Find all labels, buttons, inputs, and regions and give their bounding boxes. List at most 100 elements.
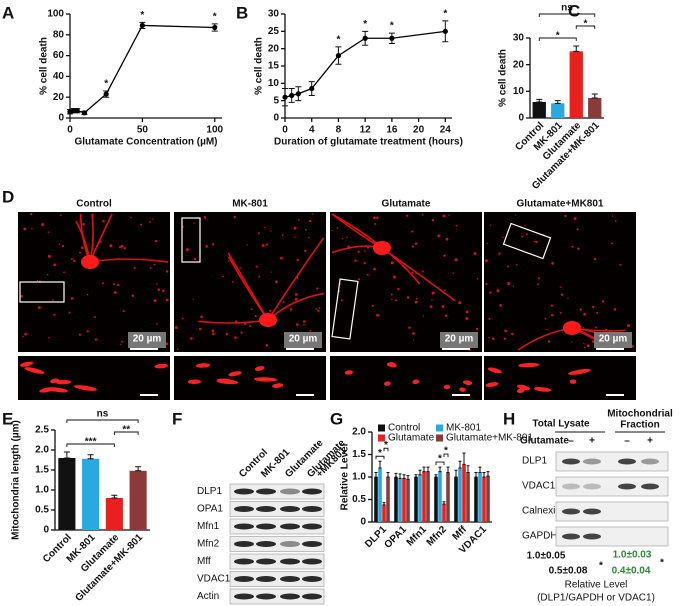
blot-band — [302, 576, 322, 582]
y-tick-label: 1.0 — [35, 485, 49, 496]
bar — [551, 103, 565, 118]
image-title: Glutamate — [382, 199, 431, 210]
bar — [382, 504, 386, 522]
y-axis-label: Relative Level — [340, 443, 351, 510]
mito-dot — [441, 305, 445, 308]
x-tick-label: 8 — [336, 125, 342, 136]
error-bar — [591, 93, 598, 99]
significance: * — [556, 31, 560, 42]
mito-dot — [331, 229, 333, 232]
scale-box — [128, 332, 166, 348]
blot-band — [302, 593, 322, 600]
bar — [438, 471, 442, 522]
image-title: Glutamate+MK801 — [517, 199, 604, 210]
mito-dot — [239, 266, 242, 269]
mito-zoom — [254, 366, 265, 371]
x-tick-label: 50 — [137, 125, 149, 136]
treatment-sign: + — [589, 436, 595, 447]
mito-dot — [619, 263, 622, 266]
mito-dot — [413, 339, 415, 341]
significance-bracket — [383, 447, 389, 452]
y-axis-label: % cell death — [39, 37, 50, 95]
legend-swatch — [378, 424, 385, 432]
mito-dot — [551, 262, 554, 265]
blot-band — [641, 458, 659, 465]
mito-dot — [504, 329, 508, 333]
blot-band — [280, 523, 300, 530]
error-bar — [63, 451, 70, 459]
blot-band — [256, 576, 276, 582]
blot-strip — [229, 588, 325, 605]
mito-dot — [411, 245, 414, 248]
mito-dot — [51, 299, 54, 301]
blot-band — [618, 483, 636, 490]
y-tick-label: 0 — [273, 113, 279, 124]
mito-dot — [265, 343, 269, 347]
error-bar — [87, 454, 94, 460]
mito-dot — [198, 327, 202, 331]
dendrite — [267, 237, 325, 321]
blot-header: Fraction — [620, 420, 659, 431]
mito-dot — [499, 303, 502, 307]
y-tick-label: 0 — [43, 525, 49, 536]
mito-dot — [515, 214, 517, 216]
mito-zoom — [154, 363, 168, 369]
mito-dot — [176, 348, 179, 350]
mito-dot — [390, 293, 393, 296]
mito-dot — [47, 336, 50, 339]
mito-dot — [240, 331, 243, 334]
mito-zoom — [412, 379, 420, 385]
point — [295, 91, 301, 97]
mito-dot — [397, 287, 400, 291]
mito-dot — [604, 329, 607, 332]
mito-dot — [23, 227, 27, 231]
mito-dot — [185, 248, 189, 252]
mito-dot — [357, 278, 360, 281]
mito-dot — [156, 283, 158, 285]
mito-dot — [431, 299, 433, 301]
mito-dot — [244, 322, 247, 326]
bar — [402, 478, 406, 522]
micrograph — [330, 212, 482, 352]
mito-dot — [261, 244, 265, 247]
mito-zoom — [272, 383, 284, 388]
point — [335, 53, 342, 59]
mito-dot — [448, 214, 450, 217]
mito-zoom — [384, 381, 391, 386]
significance: * — [140, 10, 144, 21]
mito-dot — [346, 236, 348, 239]
mito-zoom — [216, 379, 239, 385]
mito-dot — [181, 317, 184, 320]
blot-band — [280, 558, 300, 565]
x-tick-label: 100 — [206, 125, 223, 136]
blot-strip — [229, 553, 325, 570]
mito-dot — [133, 267, 136, 269]
significance-bracket — [435, 461, 445, 466]
mito-dot — [152, 218, 154, 220]
mito-dot — [392, 275, 396, 279]
mito-dot — [118, 246, 121, 249]
mito-zoom — [518, 362, 540, 368]
error-bar — [402, 474, 406, 479]
mito-dot — [564, 214, 567, 218]
mito-dot — [507, 282, 510, 286]
mito-dot — [354, 259, 357, 262]
bar — [466, 472, 470, 522]
level-text: 1.0±0.05 — [527, 551, 566, 562]
mito-dot — [431, 291, 435, 295]
bar — [418, 474, 422, 522]
mito-dot — [120, 244, 124, 248]
blot-band — [302, 523, 322, 530]
zoom-strip — [484, 356, 636, 400]
mito-dot — [488, 317, 491, 320]
treatment-label: Glutamate — [520, 436, 569, 447]
mito-dot — [421, 213, 424, 216]
mito-dot — [376, 313, 379, 317]
error-bar — [482, 472, 486, 478]
y-tick-label: 2.0 — [352, 427, 366, 438]
significance-bracket — [575, 25, 596, 29]
error-bar — [426, 466, 430, 473]
mito-dot — [68, 311, 71, 314]
y-tick-label: 2.5 — [35, 425, 49, 436]
legend-swatch — [436, 424, 443, 432]
